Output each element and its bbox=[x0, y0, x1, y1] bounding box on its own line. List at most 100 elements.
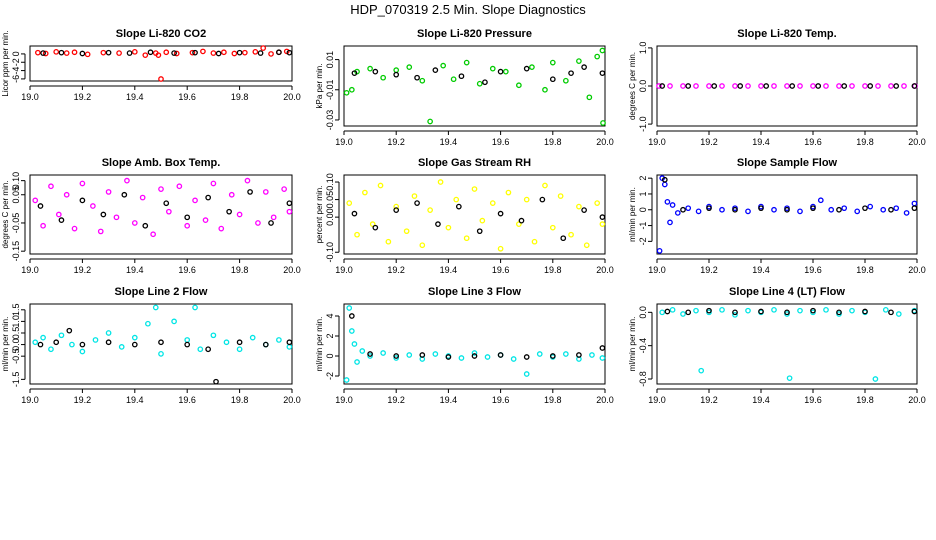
x-tick-label: 19.0 bbox=[21, 265, 39, 275]
y-tick-label: -0.15 bbox=[11, 241, 21, 262]
data-point bbox=[406, 64, 413, 70]
y-axis-label: ml/min per min. bbox=[1, 317, 10, 372]
data-series bbox=[351, 64, 606, 86]
data-point bbox=[600, 120, 606, 126]
data-point bbox=[131, 48, 138, 55]
data-point bbox=[286, 49, 293, 56]
x-tick-label: 19.2 bbox=[700, 395, 718, 405]
x-tick-label: 19.6 bbox=[492, 137, 510, 147]
data-point bbox=[568, 231, 574, 238]
data-point bbox=[215, 50, 222, 57]
data-point bbox=[458, 355, 465, 361]
data-point bbox=[58, 332, 65, 339]
y-tick-label: 4 bbox=[325, 313, 335, 318]
data-point bbox=[810, 307, 816, 314]
y-axis-label: ml/min per min. bbox=[315, 317, 324, 372]
y-tick-label: 0.05 bbox=[325, 191, 335, 209]
data-point bbox=[659, 83, 666, 89]
data-point bbox=[562, 351, 569, 357]
data-point bbox=[576, 58, 582, 64]
y-tick-label: 1.0 bbox=[11, 315, 21, 328]
x-tick-label: 20.0 bbox=[283, 265, 301, 275]
data-point bbox=[139, 194, 146, 201]
data-point bbox=[380, 350, 386, 356]
data-point bbox=[385, 238, 392, 245]
y-tick-label: -2 bbox=[325, 372, 335, 380]
data-point bbox=[163, 200, 170, 207]
data-point bbox=[268, 220, 274, 226]
data-point bbox=[599, 345, 606, 351]
data-point bbox=[463, 59, 470, 66]
data-point bbox=[599, 47, 606, 54]
data-point bbox=[205, 194, 212, 201]
data-point bbox=[90, 203, 96, 209]
data-point bbox=[63, 191, 70, 198]
x-tick-label: 19.2 bbox=[74, 395, 92, 405]
data-point bbox=[523, 196, 530, 203]
data-point bbox=[836, 206, 842, 213]
data-point bbox=[35, 49, 41, 56]
data-point bbox=[236, 49, 243, 56]
data-point bbox=[346, 305, 353, 311]
y-tick-label: -4 bbox=[11, 67, 21, 75]
data-point bbox=[862, 308, 868, 315]
data-point bbox=[145, 320, 151, 327]
data-point bbox=[745, 83, 751, 89]
data-point bbox=[359, 348, 366, 354]
data-point bbox=[166, 208, 172, 215]
data-point bbox=[476, 228, 483, 235]
x-tick-label: 19.0 bbox=[21, 92, 39, 102]
panel-8: Slope Line 3 Flow ml/min per min. 19.0 19.2… bbox=[315, 286, 614, 405]
y-axis-label: ml/min per min. bbox=[628, 317, 637, 372]
y-tick-label: -1.5 bbox=[11, 372, 21, 388]
data-point bbox=[669, 202, 676, 208]
y-axis-label: kPa per min. bbox=[315, 64, 324, 109]
data-point bbox=[221, 49, 227, 56]
data-point bbox=[393, 355, 400, 361]
data-point bbox=[758, 308, 764, 315]
data-point bbox=[810, 83, 816, 89]
data-point bbox=[455, 203, 462, 210]
data-point bbox=[685, 205, 692, 212]
data-point bbox=[719, 306, 725, 313]
data-point bbox=[393, 203, 400, 210]
y-tick-label: 0 bbox=[325, 353, 335, 358]
plot-frame bbox=[343, 174, 606, 255]
data-point bbox=[849, 83, 855, 89]
data-point bbox=[92, 337, 99, 343]
panel-title: Slope Line 3 Flow bbox=[428, 286, 521, 298]
data-point bbox=[674, 210, 681, 216]
data-point bbox=[789, 83, 796, 89]
data-point bbox=[348, 328, 355, 334]
data-point bbox=[719, 83, 725, 89]
data-point bbox=[286, 344, 293, 350]
data-point bbox=[419, 242, 426, 249]
data-point bbox=[213, 378, 219, 385]
data-point bbox=[497, 68, 504, 75]
y-tick-label: -6 bbox=[11, 75, 21, 83]
data-point bbox=[542, 86, 548, 93]
data-series bbox=[348, 313, 606, 360]
x-tick-label: 19.8 bbox=[231, 265, 249, 275]
data-point bbox=[706, 307, 712, 314]
data-point bbox=[854, 208, 861, 215]
data-point bbox=[197, 346, 204, 353]
data-point bbox=[231, 50, 238, 57]
data-point bbox=[377, 182, 384, 189]
x-tick-label: 19.2 bbox=[387, 137, 405, 147]
data-point bbox=[589, 352, 595, 358]
data-point bbox=[815, 83, 822, 89]
data-point bbox=[549, 59, 556, 66]
data-series bbox=[343, 305, 606, 383]
data-point bbox=[372, 68, 379, 75]
data-point bbox=[581, 207, 587, 213]
data-point bbox=[458, 73, 465, 80]
x-tick-label: 19.0 bbox=[335, 395, 353, 405]
data-point bbox=[836, 309, 842, 316]
data-point bbox=[664, 308, 671, 315]
data-point bbox=[393, 71, 400, 78]
data-point bbox=[901, 83, 907, 89]
data-point bbox=[32, 339, 39, 346]
data-point bbox=[758, 205, 764, 212]
x-tick-label: 19.8 bbox=[544, 137, 562, 147]
